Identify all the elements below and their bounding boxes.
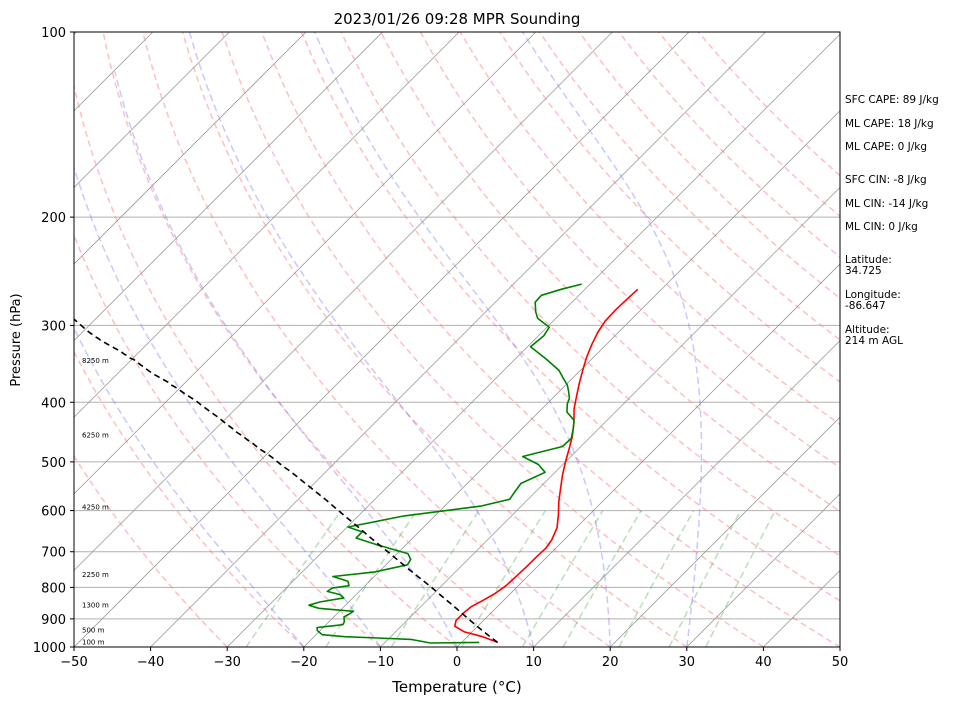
y-tick-label: 600 [41,505,66,520]
mixing-ratio-line [668,510,742,647]
height-label: 1300 m [82,601,109,609]
latitude-heading: Latitude: [845,254,892,266]
mixing-ratio-line [461,510,547,647]
mixing-ratio-lines [245,510,776,647]
isobar-grid [74,216,840,620]
altitude-heading: Altitude: [845,324,890,336]
x-tick-label: −40 [137,655,164,670]
dry-adiabat [142,32,611,647]
dry-adiabat [74,233,381,647]
x-tick-label: 10 [525,655,542,670]
isotherm-line [74,32,230,188]
y-tick-label: 100 [41,26,66,41]
height-label: 2250 m [82,571,109,579]
isotherm-line [74,32,460,418]
profiles [74,283,639,644]
isotherm-line [226,33,840,647]
ml-cape-label: ML CAPE: 18 J/kg [845,118,934,130]
temperature-profile [454,288,639,644]
longitude-value: -86.647 [845,300,886,312]
mixing-ratio-line [521,510,604,647]
x-tick-label: −30 [213,655,240,670]
moist-adiabat [188,32,535,647]
y-tick-label: 800 [41,581,66,596]
ml-cin-label: ML CIN: -14 J/kg [845,198,929,210]
x-tick-label: −50 [60,655,87,670]
height-label: 4250 m [82,504,109,512]
dry-adiabat [74,82,458,647]
dry-adiabats [74,32,840,647]
y-tick-label: 1000 [33,641,66,656]
y-tick-label: 900 [41,613,66,628]
isotherm-line [686,493,840,647]
chart-title: 2023/01/26 09:28 MPR Sounding [334,10,581,28]
x-tick-label: −20 [290,655,317,670]
mixing-ratio-line [705,510,776,647]
isotherm-line [609,416,840,647]
moist-adiabat [114,71,458,647]
height-label: 100 m [82,638,105,646]
x-tick-label: 40 [755,655,772,670]
mixing-ratio-line [325,510,418,647]
y-tick-label: 200 [41,211,66,226]
sfc-cin-label: SFC CIN: -8 J/kg [845,174,927,186]
dry-adiabat [74,454,228,647]
dry-adiabat [74,350,305,647]
dry-adiabat [221,32,764,647]
x-tick-label: 50 [832,655,849,670]
isotherm-line [74,32,383,342]
isotherm-line [380,186,840,647]
moist-adiabat [74,165,381,647]
dry-adiabat [578,32,840,300]
isotherm-line [150,32,766,647]
latitude-value: 34.725 [845,265,882,277]
longitude-heading: Longitude: [845,289,901,301]
x-tick-label: −10 [367,655,394,670]
height-label: 6250 m [82,431,109,439]
dry-adiabat [102,32,535,647]
moist-adiabats [74,32,703,647]
isotherm-line [74,32,537,495]
x-axis-label: Temperature (°C) [391,678,521,696]
height-label: 8250 m [82,357,109,365]
moist-adiabat [74,326,305,647]
y-tick-label: 300 [41,319,66,334]
ml-cape-label-2: ML CAPE: 0 J/kg [845,141,928,153]
height-label: 500 m [82,627,105,635]
parcel-profile [74,318,499,644]
y-tick-label: 500 [41,456,66,471]
isotherm-line [533,340,840,647]
plot-frame [73,31,841,648]
height-labels: 100 m 500 m 1300 m 2250 m 4250 m 6250 m 8250 m [82,357,109,647]
mixing-ratio-line [390,510,480,647]
isotherm-grid [74,32,840,647]
x-tick-label: 30 [679,655,696,670]
isotherm-line [456,263,840,647]
isotherm-line [303,110,840,647]
y-axis-label: Pressure (hPa) [9,293,24,386]
dry-adiabat [181,32,688,647]
y-axis: 1000 900 800 700 600 500 400 300 200 100 [33,26,74,656]
isotherm-line [74,32,307,265]
mixing-ratio-line [245,510,342,647]
mixing-ratio-line [562,510,642,647]
altitude-value: 214 m AGL [845,335,903,347]
x-tick-label: 20 [602,655,619,670]
dewpoint-profile [308,283,582,644]
ml-cin-label-2: ML CIN: 0 J/kg [845,221,918,233]
mixing-ratio-line [618,510,695,647]
dry-adiabat [261,32,840,647]
isotherm-line [74,32,690,647]
isotherm-line [74,32,613,571]
moist-adiabat [314,32,611,647]
y-tick-label: 400 [41,396,66,411]
x-axis: −50 −40 −30 −20 −10 0 10 20 30 40 50 [60,647,848,670]
y-tick-label: 700 [41,546,66,561]
x-tick-label: 0 [453,655,461,670]
sfc-cape-label: SFC CAPE: 89 J/kg [845,94,939,106]
